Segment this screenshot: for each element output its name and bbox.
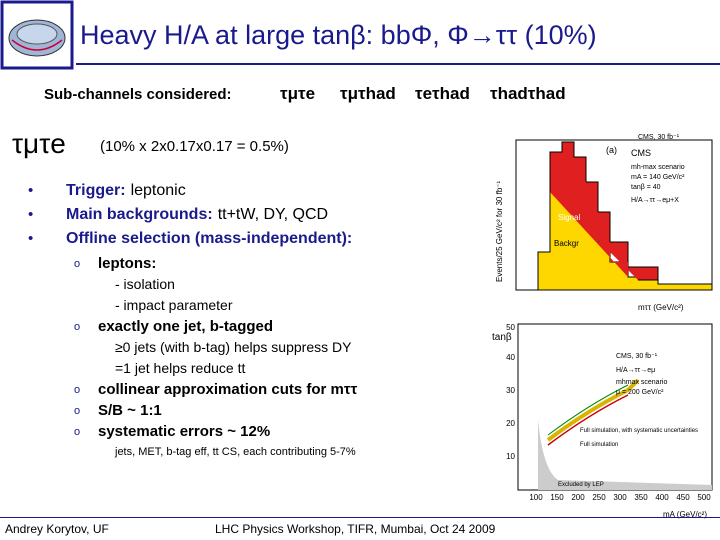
bullet-marker: o	[74, 405, 81, 417]
y-tick-label: 30	[506, 386, 515, 395]
x-tick-label: 150	[550, 493, 564, 502]
channel: τeτhad	[415, 84, 470, 103]
plot-text: CMS	[631, 148, 651, 158]
y-tick-label: 20	[506, 419, 515, 428]
plot-text: H/A→ττ→eμ+X	[631, 197, 679, 204]
plot-text: CMS, 30 fb⁻¹	[616, 353, 658, 360]
y-tick-label: 40	[506, 353, 515, 362]
panel-label: (a)	[606, 145, 617, 155]
bullet-label: Main backgrounds: tt+tW, DY, QCD	[66, 206, 328, 224]
sub-bullet: collinear approximation cuts for mττ	[98, 381, 358, 398]
footer-rule	[0, 517, 720, 518]
bullet-marker: •	[28, 230, 34, 247]
x-tick-label: 500	[697, 493, 711, 502]
channel: τhadτhad	[490, 84, 566, 103]
subchannels-label: Sub-channels considered:	[44, 86, 232, 103]
channel: τμτhad	[340, 84, 396, 103]
axis-label: tanβ	[492, 332, 512, 343]
title-rule	[76, 63, 720, 65]
bullet-marker: •	[28, 182, 34, 199]
channel: τμτe	[280, 84, 316, 103]
plot-text: Excluded by LEP	[558, 482, 604, 488]
sub-bullet: exactly one jet, b-tagged	[98, 318, 274, 335]
x-tick-label: 400	[655, 493, 669, 502]
bullet-marker: o	[74, 426, 81, 438]
bullet-label: Trigger: leptonic	[66, 182, 186, 200]
sub-detail: ≥0 jets (with b-tag) helps suppress DY	[115, 339, 352, 355]
plot-text: mh-max scenario	[631, 164, 685, 171]
plot-text: mhmax scenario	[616, 379, 667, 386]
legend-label: Backgr	[554, 239, 579, 248]
bullet-label: Main backgrounds:	[66, 206, 213, 223]
exclusion-plot: tanβ 10 20 30 40 50 CMS, 30 fb⁻¹ H/A→ττ→…	[492, 323, 713, 519]
x-tick-label: 350	[634, 493, 648, 502]
bullet-marker: o	[74, 258, 81, 270]
bullet-marker: o	[74, 321, 81, 333]
bullet-marker: •	[28, 206, 34, 223]
bullet-text: leptonic	[130, 182, 186, 199]
sub-detail: =1 jet helps reduce tt	[115, 360, 246, 376]
signal-plot: (a) CMS mh-max scenario mA = 140 GeV/c² …	[495, 134, 713, 312]
legend-label: Full simulation	[580, 442, 618, 448]
footer-event: LHC Physics Workshop, TIFR, Mumbai, Oct …	[215, 522, 496, 536]
section-title: τμτe	[12, 128, 66, 159]
bullet-marker: o	[74, 384, 81, 396]
axis-label: mA (GeV/c²)	[663, 510, 707, 519]
logo	[0, 0, 74, 70]
plot-text: H/A→ττ→eμ	[616, 367, 655, 374]
bullet-label: Trigger:	[66, 182, 126, 199]
plot-text: tanβ = 40	[631, 184, 661, 191]
x-tick-label: 100	[529, 493, 543, 502]
section-note: (10% x 2x0.17x0.17 = 0.5%)	[100, 138, 289, 155]
x-tick-label: 450	[676, 493, 690, 502]
x-tick-label: 300	[613, 493, 627, 502]
plot-text: μ = 200 GeV/c²	[616, 389, 664, 396]
footer-author: Andrey Korytov, UF	[5, 522, 109, 536]
footnote: jets, MET, b-tag eff, tt CS, each contri…	[115, 446, 356, 458]
sub-bullet: systematic errors ~ 12%	[98, 423, 271, 440]
bullet-text: tt+tW, DY, QCD	[217, 206, 329, 223]
legend-label: Full simulation, with systematic uncerta…	[580, 428, 698, 434]
sub-bullet: leptons:	[98, 255, 157, 272]
axis-label: Events/25 GeV/c² for 30 fb⁻¹	[495, 181, 504, 282]
y-tick-label: 50	[506, 323, 515, 332]
sub-detail: - impact parameter	[115, 297, 233, 313]
x-ticks: 100 150 200 250 300 350 400 450 500	[529, 493, 711, 502]
x-tick-label: 250	[592, 493, 606, 502]
sub-detail: - isolation	[115, 276, 175, 292]
plot-text: mA = 140 GeV/c²	[631, 174, 685, 181]
axis-label: mττ (GeV/c²)	[638, 303, 684, 312]
bullet-label: Offline selection (mass-independent):	[66, 230, 353, 247]
plot-text: CMS, 30 fb⁻¹	[638, 134, 680, 141]
sub-bullet: S/B ~ 1:1	[98, 402, 162, 419]
y-tick-label: 10	[506, 452, 515, 461]
legend-label: Signal	[558, 213, 580, 222]
title: Heavy H/A at large tanβ: bbΦ, Φ→ττ (10%)	[80, 20, 597, 50]
x-tick-label: 200	[571, 493, 585, 502]
